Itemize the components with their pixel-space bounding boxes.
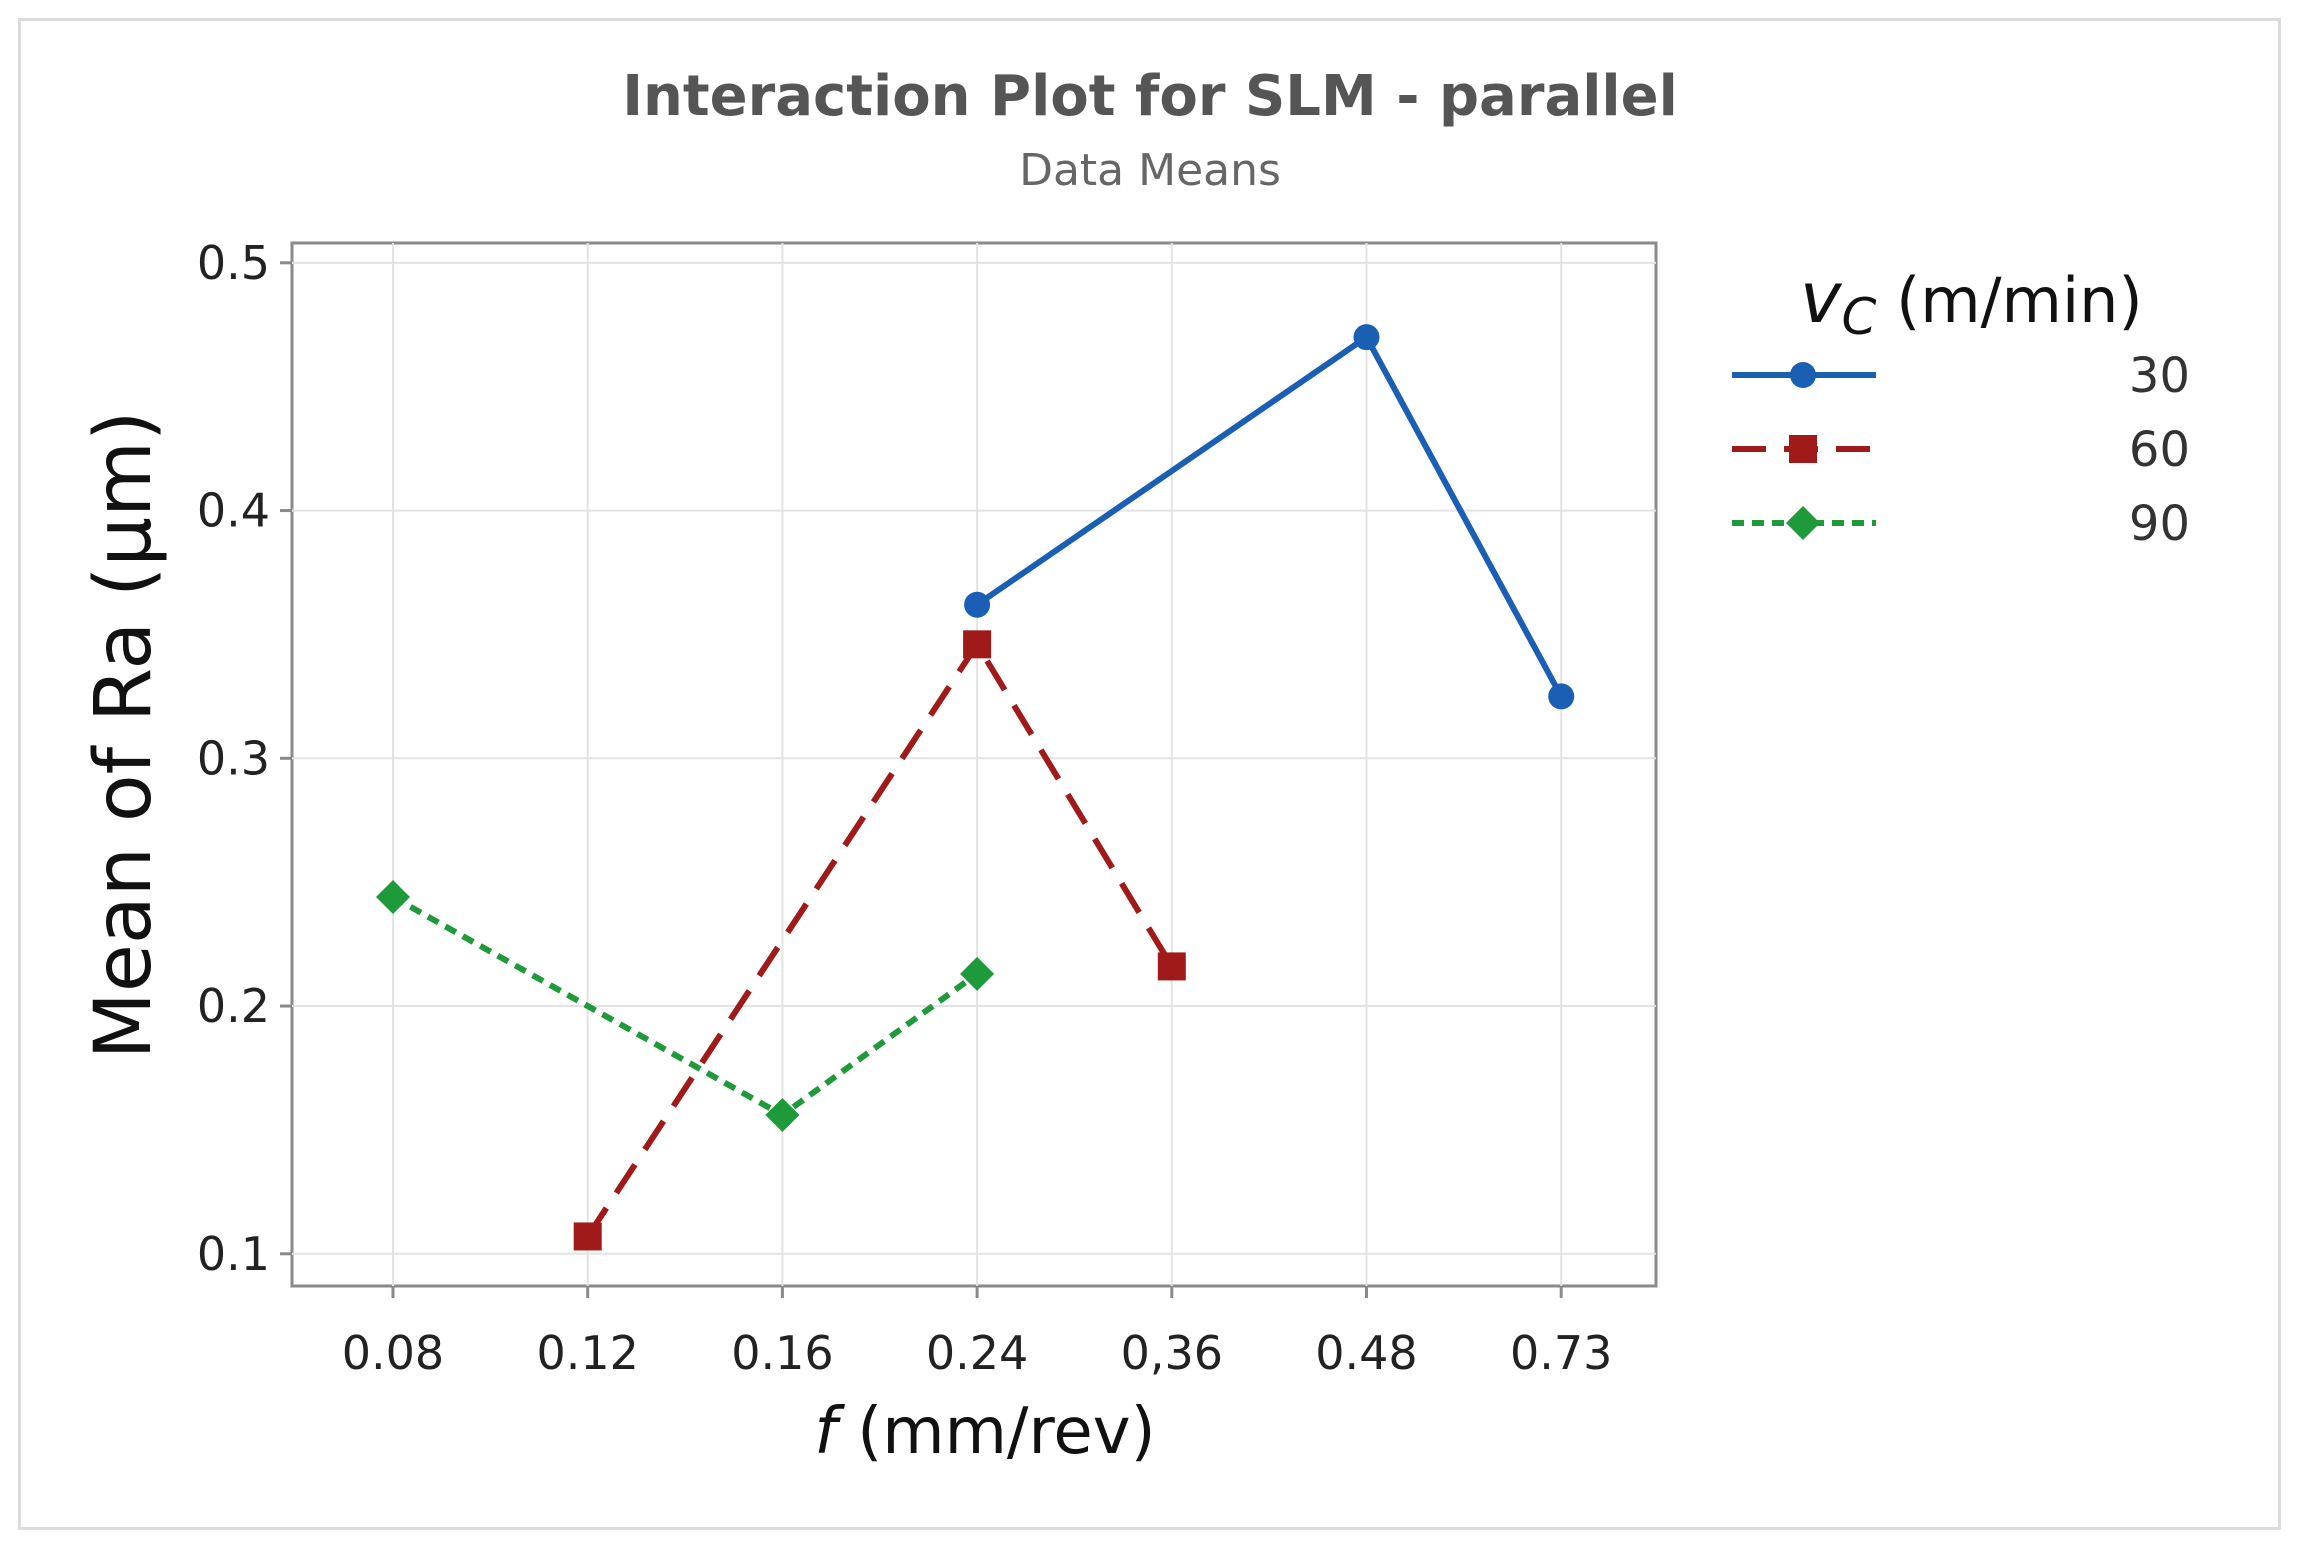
y-tick-labels: 0.1 0.2 0.3 0.4 0.5 <box>197 236 292 1281</box>
legend: vC (m/min) 30 60 90 <box>1732 257 2190 552</box>
plot-area <box>290 241 1658 1288</box>
legend-title-unit: (m/min) <box>1896 264 2143 337</box>
data-point-90 <box>765 1098 800 1133</box>
data-point-30 <box>1353 324 1380 351</box>
x-axis-label: f (mm/rev) <box>814 1395 1155 1469</box>
legend-label-90: 90 <box>2129 496 2190 552</box>
series-30 <box>964 324 1575 710</box>
x-tick-label: 0.16 <box>731 1326 833 1380</box>
legend-marker-60 <box>1789 435 1817 463</box>
legend-marker-90 <box>1786 506 1820 540</box>
x-tick-label: 0.24 <box>926 1326 1028 1380</box>
y-tick-label: 0.1 <box>197 1227 270 1281</box>
y-tick-label: 0.4 <box>197 484 270 538</box>
x-tick-label: 0.08 <box>342 1326 444 1380</box>
chart-title: Interaction Plot for SLM - parallel <box>622 64 1678 129</box>
x-tick-label: 0.73 <box>1510 1326 1612 1380</box>
legend-title-subscript: C <box>1841 288 1876 346</box>
x-tick-label: 0.12 <box>536 1326 638 1380</box>
data-point-90 <box>960 956 995 991</box>
data-point-90 <box>376 880 410 915</box>
data-point-60 <box>963 630 992 659</box>
series-90 <box>376 880 995 1133</box>
x-tick-label: 0.48 <box>1315 1326 1417 1380</box>
y-axis-label: Mean of Ra (μm) <box>79 411 169 1060</box>
x-gridlines <box>392 243 1563 1286</box>
y-gridlines <box>292 261 1656 1255</box>
legend-title: vC (m/min) <box>1800 257 2143 346</box>
data-point-30 <box>964 591 991 618</box>
legend-label-30: 30 <box>2129 348 2190 404</box>
x-axis-unit: (mm/rev) <box>857 1395 1155 1469</box>
legend-title-symbol: v <box>1800 257 1843 339</box>
chart-subtitle: Data Means <box>1019 145 1281 196</box>
data-point-60 <box>1157 952 1186 981</box>
y-tick-label: 0.3 <box>197 731 270 785</box>
series-layer <box>376 324 1575 1251</box>
legend-marker-30 <box>1790 362 1816 388</box>
data-point-60 <box>573 1222 602 1251</box>
data-point-30 <box>1548 683 1575 710</box>
x-tick-labels: 0.08 0.12 0.16 0.24 0,36 0.48 0.73 <box>342 1286 1612 1380</box>
y-tick-label: 0.2 <box>197 979 270 1033</box>
series-60 <box>573 630 1186 1251</box>
legend-items: 30 60 90 <box>1732 348 2190 552</box>
legend-label-60: 60 <box>2129 422 2190 478</box>
y-tick-label: 0.5 <box>197 236 270 290</box>
x-tick-label: 0,36 <box>1121 1326 1223 1380</box>
